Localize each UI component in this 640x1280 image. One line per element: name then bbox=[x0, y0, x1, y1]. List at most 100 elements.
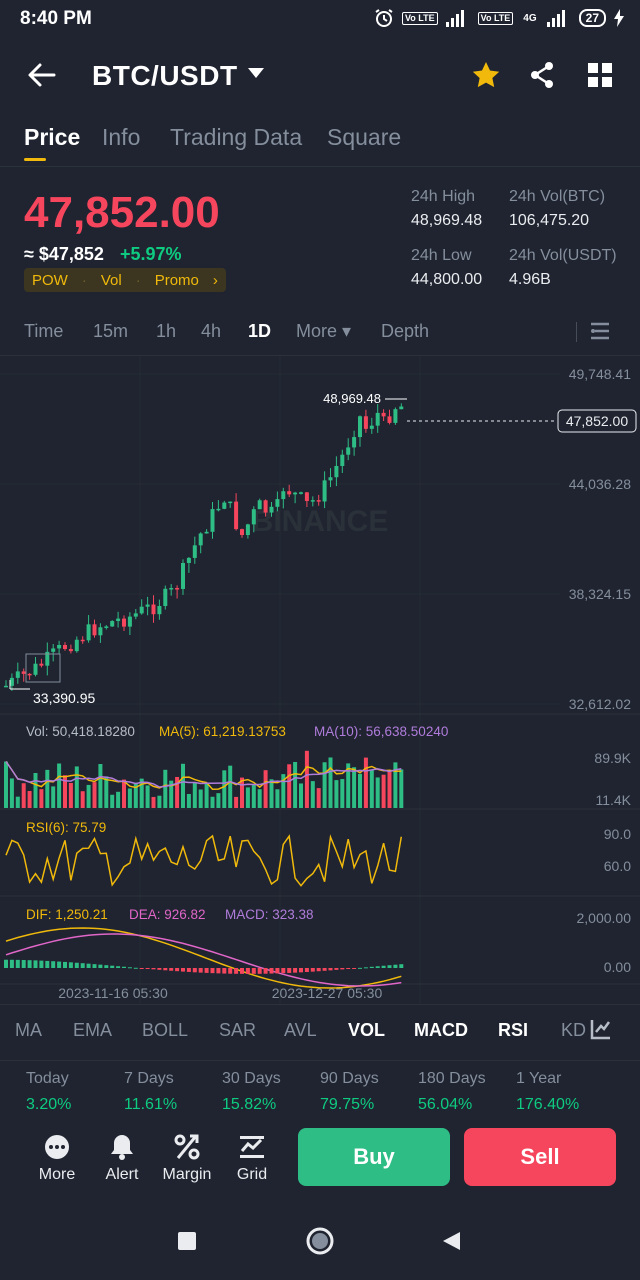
volume-bar bbox=[281, 774, 286, 808]
volume-bar bbox=[328, 757, 333, 808]
grid-button[interactable]: Grid bbox=[236, 1166, 268, 1183]
perf-value-7d: 11.61% bbox=[124, 1096, 178, 1113]
volume-bar bbox=[139, 778, 144, 808]
volume-bar bbox=[9, 778, 14, 808]
candle-body bbox=[304, 492, 309, 501]
volume-bar bbox=[363, 757, 368, 808]
ind-ma[interactable]: MA bbox=[15, 1020, 42, 1040]
volume-bar bbox=[346, 763, 351, 808]
pair-dropdown-caret-icon[interactable] bbox=[248, 68, 264, 78]
stat-24h-high-label: 24h High bbox=[411, 188, 476, 205]
macd-axis-label: 2,000.00 bbox=[577, 910, 632, 926]
candle-body bbox=[39, 663, 44, 666]
tf-1h[interactable]: 1h bbox=[156, 321, 177, 341]
indicator-settings-icon[interactable] bbox=[590, 1018, 612, 1040]
macd-histogram-bar bbox=[393, 964, 398, 968]
macd-axis-label: 0.00 bbox=[604, 959, 631, 975]
macd-histogram-bar bbox=[369, 966, 374, 968]
dif-label: DIF: 1,250.21 bbox=[26, 907, 108, 922]
ind-sar[interactable]: SAR bbox=[219, 1020, 257, 1040]
dif-line bbox=[5, 927, 402, 989]
chart-settings-icon[interactable] bbox=[589, 320, 611, 342]
tab-trading-data[interactable]: Trading Data bbox=[170, 124, 303, 150]
candle-body bbox=[116, 618, 121, 622]
tf-1d[interactable]: 1D bbox=[248, 321, 272, 341]
candle-body bbox=[369, 425, 374, 429]
stat-24h-high-value: 48,969.48 bbox=[411, 212, 483, 229]
volume-bar bbox=[186, 794, 191, 808]
volume-bar bbox=[116, 791, 121, 808]
volume-bar bbox=[387, 771, 392, 808]
chart-top-divider bbox=[0, 355, 640, 356]
candle-body bbox=[310, 500, 315, 502]
tf-more[interactable]: More ▾ bbox=[296, 321, 352, 341]
more-icon[interactable] bbox=[42, 1132, 72, 1162]
macd-histogram-bar bbox=[175, 968, 180, 972]
tf-15m[interactable]: 15m bbox=[93, 321, 129, 341]
volume-bar bbox=[163, 769, 168, 808]
tf-time[interactable]: Time bbox=[24, 321, 64, 341]
badge-vol[interactable]: Vol bbox=[100, 271, 122, 289]
candle-body bbox=[375, 412, 380, 426]
star-icon[interactable] bbox=[471, 60, 501, 90]
price-axis-label: 32,612.02 bbox=[569, 696, 631, 712]
back-nav-icon[interactable] bbox=[440, 1230, 462, 1252]
sell-button[interactable]: Sell bbox=[464, 1128, 616, 1186]
candle-body bbox=[57, 644, 62, 649]
perf-label-30d: 30 Days bbox=[222, 1070, 281, 1087]
tab-square[interactable]: Square bbox=[327, 124, 402, 150]
badge-promo[interactable]: Promo bbox=[154, 271, 199, 289]
ind-macd[interactable]: MACD bbox=[414, 1020, 468, 1040]
candle-body bbox=[133, 613, 138, 617]
candle-body bbox=[340, 454, 345, 466]
macd-histogram-bar bbox=[210, 968, 215, 974]
tab-info[interactable]: Info bbox=[102, 124, 141, 150]
macd-histogram-bar bbox=[245, 968, 250, 974]
volume-bar bbox=[27, 791, 32, 808]
grid-icon[interactable] bbox=[585, 60, 615, 90]
volume-bar bbox=[198, 789, 203, 808]
tf-4h[interactable]: 4h bbox=[201, 321, 222, 341]
alert-bell-icon[interactable] bbox=[107, 1132, 137, 1162]
ind-kd[interactable]: KD bbox=[561, 1020, 587, 1040]
pair-title[interactable]: BTC/USDT bbox=[92, 60, 238, 91]
ind-avl[interactable]: AVL bbox=[284, 1020, 317, 1040]
home-icon[interactable] bbox=[305, 1226, 335, 1256]
chart-watermark: BINANCE bbox=[252, 505, 389, 538]
macd-histogram-bar bbox=[21, 960, 26, 968]
badge-chevron-icon[interactable]: › bbox=[212, 271, 218, 289]
macd-histogram-bar bbox=[281, 968, 286, 974]
back-arrow-icon[interactable] bbox=[24, 58, 58, 92]
candle-body bbox=[198, 533, 203, 546]
volume-bar bbox=[257, 789, 262, 808]
candle-body bbox=[399, 406, 404, 410]
tf-depth[interactable]: Depth bbox=[381, 321, 430, 341]
macd-histogram-bar bbox=[316, 968, 321, 972]
margin-icon[interactable] bbox=[172, 1132, 202, 1162]
ind-boll[interactable]: BOLL bbox=[142, 1020, 189, 1040]
macd-histogram-bar bbox=[346, 968, 351, 969]
alert-button[interactable]: Alert bbox=[105, 1166, 139, 1183]
macd-histogram-bar bbox=[110, 965, 115, 968]
volume-bar bbox=[122, 779, 126, 808]
grid-trading-icon[interactable] bbox=[237, 1132, 267, 1162]
rsi-line bbox=[5, 834, 403, 887]
share-icon[interactable] bbox=[527, 60, 557, 90]
tag-badges[interactable]: POW · Vol · Promo › bbox=[24, 268, 226, 292]
margin-button[interactable]: Margin bbox=[162, 1166, 212, 1183]
recents-icon[interactable] bbox=[176, 1230, 198, 1252]
ind-vol[interactable]: VOL bbox=[348, 1020, 386, 1040]
ind-rsi[interactable]: RSI bbox=[498, 1020, 529, 1040]
ind-ema[interactable]: EMA bbox=[73, 1020, 113, 1040]
buy-button[interactable]: Buy bbox=[298, 1128, 450, 1186]
candle-body bbox=[387, 416, 392, 423]
tab-price[interactable]: Price bbox=[24, 124, 81, 150]
more-button[interactable]: More bbox=[38, 1166, 76, 1183]
badge-pow[interactable]: POW bbox=[32, 271, 68, 289]
usd-price: ≈ $47,852 bbox=[24, 244, 104, 265]
candle-body bbox=[186, 557, 191, 563]
volume-bar bbox=[181, 763, 185, 808]
volume-bar bbox=[74, 766, 79, 808]
candlestick-chart[interactable]: BINANCE 49,748.41 44,036.28 38,324.15 32… bbox=[0, 356, 640, 1006]
candle-body bbox=[145, 604, 150, 607]
